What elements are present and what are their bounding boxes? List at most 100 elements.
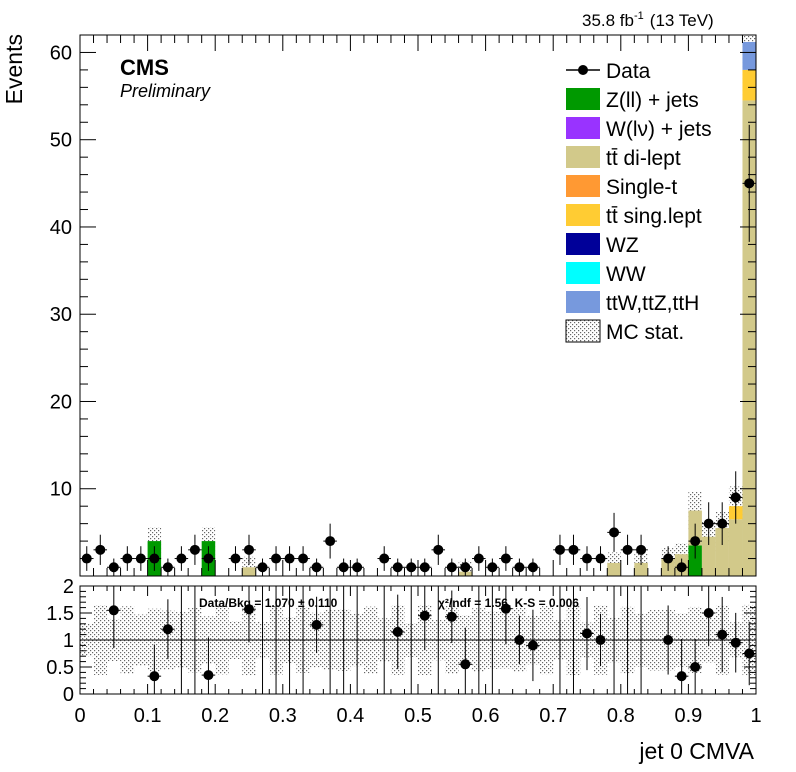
stack-bar bbox=[742, 100, 756, 577]
y-tick-label: 40 bbox=[50, 217, 72, 239]
ratio-point bbox=[514, 635, 525, 645]
main-panel: 10 20 30 40 50 60 bbox=[50, 34, 757, 577]
y-tick-label: 30 bbox=[50, 304, 72, 326]
ratio-point bbox=[244, 604, 254, 615]
lumi-text: 35.8 fb-1 (13 TeV) bbox=[582, 10, 714, 30]
data-point bbox=[257, 562, 268, 573]
x-tick-label: 0.1 bbox=[134, 705, 162, 727]
legend-label: Single-t bbox=[606, 176, 677, 199]
data-point bbox=[730, 492, 741, 503]
legend-label: WZ bbox=[606, 234, 639, 257]
legend-swatch bbox=[566, 204, 600, 226]
data-point bbox=[690, 536, 701, 547]
cms-label: CMS bbox=[120, 55, 169, 80]
data-point bbox=[500, 553, 511, 564]
data-point bbox=[582, 553, 592, 564]
ratio-point bbox=[744, 648, 755, 659]
y-tick-label: 0.5 bbox=[46, 657, 74, 679]
y-tick-label: 2 bbox=[63, 576, 74, 598]
data-point bbox=[108, 562, 119, 573]
data-point bbox=[95, 544, 106, 555]
data-point bbox=[703, 518, 714, 529]
stack-bar bbox=[715, 528, 729, 576]
data-points bbox=[80, 124, 756, 576]
ratio-point bbox=[500, 603, 511, 614]
legend-label: W(lν) + jets bbox=[606, 118, 712, 141]
data-point bbox=[284, 553, 295, 564]
ratio-point bbox=[392, 626, 403, 637]
ratio-point bbox=[446, 611, 457, 622]
data-point bbox=[338, 562, 349, 573]
x-axis-label: jet 0 CMVA bbox=[638, 738, 754, 764]
y-tick-label: 0 bbox=[63, 684, 74, 706]
main-x-ticks bbox=[79, 35, 757, 576]
stack-bar bbox=[742, 41, 756, 70]
y-axis-label: Events bbox=[1, 34, 27, 104]
data-point bbox=[460, 562, 471, 573]
data-point bbox=[406, 562, 417, 573]
legend-swatch bbox=[566, 117, 600, 139]
stacked-histogram bbox=[147, 41, 756, 577]
ratio-panel: 00.511.52 0 0.1 0.2 0.3 0.4 0.5 0.6 0.7 0.8 0.9 1 … bbox=[46, 576, 761, 727]
stack-bar bbox=[728, 519, 743, 576]
chi2-summary: χ²/ndf = 1.56, K-S = 0.006 bbox=[438, 596, 579, 610]
x-tick-label: 0.4 bbox=[336, 705, 364, 727]
y-tick-label: 60 bbox=[50, 42, 72, 64]
data-point bbox=[230, 553, 241, 564]
x-tick-label: 0.8 bbox=[607, 705, 635, 727]
data-point bbox=[162, 562, 173, 573]
y-tick-label: 1 bbox=[63, 630, 74, 652]
stack-bar bbox=[742, 69, 756, 101]
x-tick-label: 0 bbox=[74, 705, 85, 727]
data-point bbox=[298, 553, 309, 564]
legend-label: MC stat. bbox=[606, 321, 684, 344]
legend-swatch bbox=[566, 146, 600, 168]
ratio-point bbox=[717, 629, 728, 640]
legend-swatch bbox=[566, 233, 600, 255]
legend-label: tt̄ di-lept bbox=[606, 147, 681, 170]
data-point bbox=[122, 553, 133, 564]
ratio-point bbox=[730, 637, 741, 648]
legend-swatch bbox=[565, 319, 601, 343]
data-point bbox=[568, 544, 579, 555]
y-tick-label: 10 bbox=[50, 479, 72, 501]
ratio-point bbox=[663, 635, 674, 645]
ratio-point bbox=[676, 671, 687, 682]
legend-swatch bbox=[566, 291, 600, 313]
y-tick-label: 20 bbox=[50, 391, 72, 413]
legend-label: tt̄ sing.lept bbox=[606, 205, 702, 228]
ratio-point bbox=[582, 628, 592, 639]
ratio-point bbox=[203, 670, 214, 681]
data-point bbox=[311, 562, 322, 573]
data-point bbox=[636, 544, 647, 555]
legend: Data Z(ll) + jets W(lν) + jets tt̄ di-lept S… bbox=[565, 60, 712, 344]
ratio-y-ticks: 0 0.5 1 1.5 2 bbox=[46, 576, 756, 706]
data-point bbox=[595, 553, 606, 564]
data-point bbox=[352, 562, 363, 573]
data-point bbox=[392, 562, 403, 573]
stack-bar bbox=[688, 545, 702, 576]
ratio-point bbox=[108, 605, 119, 616]
x-tick-label: 0.7 bbox=[539, 705, 567, 727]
data-point bbox=[244, 544, 254, 555]
data-point bbox=[744, 178, 755, 189]
data-point bbox=[622, 544, 633, 555]
data-point bbox=[176, 553, 187, 564]
x-tick-label: 1 bbox=[750, 705, 761, 727]
legend-data-marker bbox=[578, 65, 588, 75]
ratio-x-ticks: 0 0.1 0.2 0.3 0.4 0.5 0.6 0.7 0.8 0.9 1 bbox=[74, 586, 762, 727]
data-point bbox=[325, 536, 336, 547]
ratio-points bbox=[107, 586, 756, 694]
stack-bar bbox=[242, 567, 256, 576]
data-point bbox=[717, 518, 728, 529]
x-tick-label: 0.6 bbox=[472, 705, 500, 727]
data-point bbox=[514, 562, 525, 573]
ratio-point bbox=[419, 610, 430, 621]
data-point bbox=[189, 544, 200, 555]
ratio-point bbox=[703, 608, 714, 618]
legend-label: Data bbox=[606, 60, 651, 83]
x-tick-label: 0.9 bbox=[674, 705, 702, 727]
data-point bbox=[271, 553, 282, 564]
ratio-point bbox=[595, 635, 606, 645]
data-point bbox=[419, 562, 430, 573]
